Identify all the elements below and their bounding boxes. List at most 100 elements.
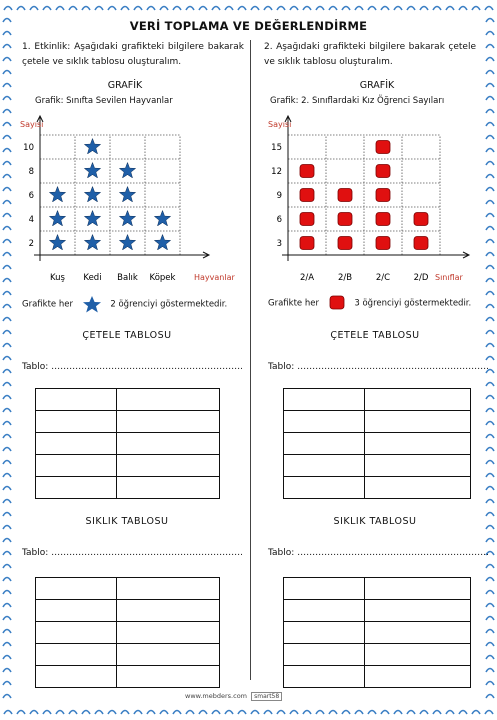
left-tally-table (35, 388, 220, 499)
left-legend-suffix: 2 öğrenciyi göstermektedir. (110, 299, 228, 310)
right-legend-prefix: Grafikte her (268, 298, 319, 309)
border-ornament (2, 693, 12, 699)
table-cell[interactable] (364, 388, 471, 411)
table-cell[interactable] (116, 577, 220, 600)
table-cell[interactable] (364, 476, 471, 499)
table-cell[interactable] (283, 432, 365, 455)
border-ornament (485, 381, 495, 387)
border-ornament (367, 5, 377, 11)
border-ornament (172, 709, 182, 715)
y-axis-label: Sayısı (268, 120, 291, 129)
table-cell[interactable] (116, 599, 220, 622)
border-ornament (485, 225, 495, 231)
right-graph-heading: GRAFİK (359, 80, 395, 91)
red-square-icon (337, 236, 353, 250)
border-ornament (2, 69, 12, 75)
border-ornament (485, 615, 495, 621)
x-tick-label: Kuş (50, 273, 66, 283)
border-ornament (237, 709, 247, 715)
x-tick-label: 2/D (414, 273, 429, 283)
border-ornament (485, 56, 495, 62)
border-ornament (2, 407, 12, 413)
table-cell[interactable] (283, 410, 365, 433)
star-icon (83, 161, 102, 179)
table-cell[interactable] (35, 643, 117, 666)
border-ornament (81, 709, 91, 715)
border-ornament (485, 43, 495, 49)
border-ornament (2, 511, 12, 517)
table-cell[interactable] (283, 454, 365, 477)
table-cell[interactable] (116, 621, 220, 644)
border-ornament (419, 709, 429, 715)
table-cell[interactable] (283, 577, 365, 600)
border-ornament (2, 264, 12, 270)
border-ornament (432, 5, 442, 11)
table-cell[interactable] (116, 454, 220, 477)
table-cell[interactable] (364, 410, 471, 433)
table-cell[interactable] (35, 432, 117, 455)
table-cell[interactable] (35, 621, 117, 644)
table-cell[interactable] (283, 599, 365, 622)
table-cell[interactable] (116, 476, 220, 499)
border-ornament (302, 5, 312, 11)
table-cell[interactable] (35, 410, 117, 433)
table-cell[interactable] (35, 577, 117, 600)
border-ornament (2, 173, 12, 179)
table-cell[interactable] (35, 388, 117, 411)
table-cell[interactable] (283, 476, 365, 499)
border-ornament (2, 43, 12, 49)
border-ornament (485, 121, 495, 127)
table-cell[interactable] (35, 454, 117, 477)
border-ornament (2, 355, 12, 361)
left-graph-heading: GRAFİK (107, 80, 143, 91)
table-cell[interactable] (116, 432, 220, 455)
border-ornament (55, 709, 65, 715)
border-ornament (94, 709, 104, 715)
border-ornament (2, 433, 12, 439)
table-cell[interactable] (116, 388, 220, 411)
table-cell[interactable] (364, 432, 471, 455)
red-square-icon (329, 295, 345, 310)
border-ornament (263, 5, 273, 11)
border-ornament (16, 5, 26, 11)
table-cell[interactable] (116, 665, 220, 688)
border-ornament (485, 238, 495, 244)
table-cell[interactable] (35, 476, 117, 499)
table-cell[interactable] (364, 454, 471, 477)
border-ornament (289, 5, 299, 11)
footer: www.mebders.com smart58 (185, 692, 283, 701)
table-cell[interactable] (116, 410, 220, 433)
table-cell[interactable] (35, 665, 117, 688)
table-cell[interactable] (364, 665, 471, 688)
border-ornament (2, 134, 12, 140)
table-cell[interactable] (283, 388, 365, 411)
border-ornament (485, 589, 495, 595)
border-ornament (485, 537, 495, 543)
y-tick-label: 6 (277, 215, 282, 225)
border-ornament (302, 709, 312, 715)
border-ornament (94, 5, 104, 11)
border-ornament (133, 5, 143, 11)
table-cell[interactable] (364, 643, 471, 666)
border-ornament (485, 394, 495, 400)
table-cell[interactable] (283, 621, 365, 644)
border-ornament (68, 5, 78, 11)
border-ornament (289, 709, 299, 715)
table-cell[interactable] (364, 577, 471, 600)
table-cell[interactable] (283, 665, 365, 688)
table-cell[interactable] (364, 599, 471, 622)
border-ornament (2, 589, 12, 595)
table-cell[interactable] (283, 643, 365, 666)
table-cell[interactable] (35, 599, 117, 622)
table-cell[interactable] (116, 643, 220, 666)
footer-site[interactable]: www.mebders.com (185, 692, 248, 700)
border-ornament (120, 5, 130, 11)
star-icon (118, 233, 137, 251)
table-cell[interactable] (364, 621, 471, 644)
border-ornament (485, 342, 495, 348)
border-ornament (250, 709, 260, 715)
border-ornament (2, 329, 12, 335)
x-axis-arrow (202, 251, 211, 259)
border-ornament (458, 5, 468, 11)
